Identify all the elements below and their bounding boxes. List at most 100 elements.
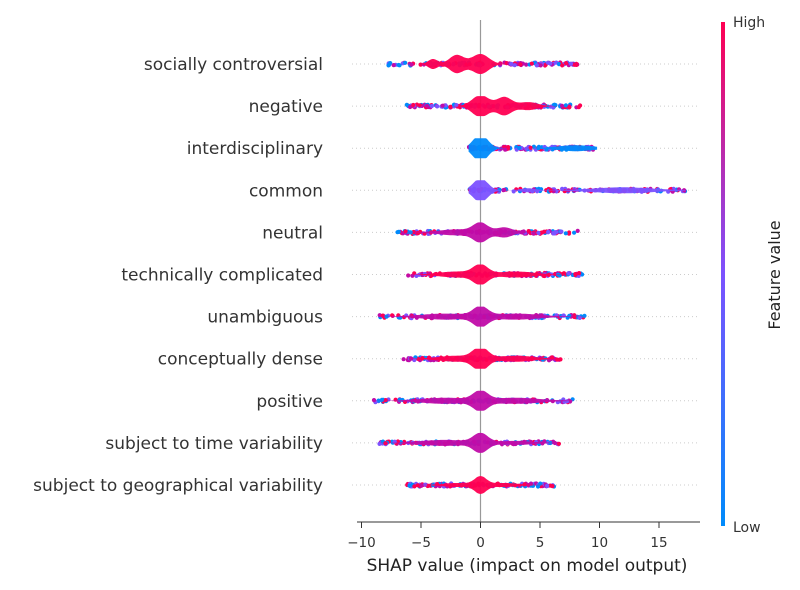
violin-shape [406, 476, 555, 494]
shap-point [371, 398, 377, 403]
shap-point [548, 483, 553, 488]
feature-row: negative [249, 96, 700, 117]
violin-shape [397, 222, 579, 243]
feature-label: conceptually dense [158, 350, 323, 370]
shap-point [560, 103, 565, 108]
shap-point [524, 62, 529, 67]
shap-point [379, 397, 384, 402]
shap-point [554, 230, 559, 235]
shap-point [383, 398, 388, 403]
shap-point [545, 483, 550, 488]
violin-shape [373, 390, 574, 411]
feature-label: common [249, 181, 323, 201]
shap-point [380, 313, 385, 318]
feature-row: subject to geographical variability [33, 476, 700, 496]
shap-point [548, 188, 553, 193]
shap-point [404, 102, 409, 107]
x-tick-label: −10 [347, 535, 376, 551]
violin-shape [387, 54, 579, 74]
feature-row: conceptually dense [158, 348, 700, 370]
shap-point [435, 104, 440, 109]
shap-point [506, 145, 511, 150]
shap-point [521, 229, 526, 234]
shap-point [417, 103, 422, 108]
shap-point [412, 484, 417, 489]
feature-rows: socially controversial negative interdisci… [33, 20, 700, 522]
shap-point [577, 315, 582, 320]
shap-point [509, 61, 514, 66]
shap-point [582, 313, 587, 318]
shap-point [401, 357, 406, 362]
violin-shape [406, 264, 583, 285]
shap-point [403, 60, 408, 65]
shap-point [407, 483, 412, 488]
shap-point [408, 230, 413, 235]
feature-row: subject to time variability [105, 432, 700, 454]
shap-point [383, 441, 388, 446]
shap-point [424, 103, 430, 108]
shap-point [418, 62, 423, 67]
violin-shape [468, 138, 598, 159]
shap-point [502, 187, 507, 192]
feature-label: negative [249, 97, 323, 117]
shap-point [568, 61, 574, 66]
violin-shape [403, 348, 562, 369]
shap-point [416, 231, 421, 236]
violin-shape [379, 432, 559, 453]
shap-point [534, 63, 539, 68]
shap-point [559, 229, 564, 234]
shap-point [517, 145, 522, 150]
shap-point [391, 63, 396, 68]
feature-row: socially controversial [144, 54, 700, 75]
feature-row: positive [256, 390, 700, 412]
colorbar: High Low Feature value [721, 15, 784, 536]
colorbar-gradient [721, 22, 725, 526]
feature-label: neutral [262, 223, 323, 243]
shap-point [531, 231, 536, 236]
shap-point [503, 147, 508, 152]
shap-point [414, 273, 419, 278]
feature-label: socially controversial [144, 55, 323, 75]
shap-point [575, 228, 580, 233]
x-tick-label: 5 [536, 535, 545, 551]
shap-point [564, 61, 569, 66]
shap-point [526, 229, 531, 234]
shap-point [448, 104, 453, 109]
shap-point [556, 441, 562, 446]
shap-point [572, 230, 577, 235]
shap-point [539, 230, 544, 235]
x-tick-label: 15 [650, 535, 667, 551]
feature-row: interdisciplinary [187, 138, 700, 159]
shap-point [499, 146, 504, 151]
feature-label: interdisciplinary [187, 139, 323, 159]
shap-point [429, 103, 434, 109]
feature-label: subject to time variability [105, 434, 323, 454]
shap-point [529, 61, 534, 66]
violin-shape [468, 180, 686, 201]
shap-point [565, 315, 570, 320]
shap-point [406, 273, 411, 278]
shap-point [397, 63, 402, 68]
shap-point [528, 145, 533, 150]
shap-point [573, 272, 578, 277]
feature-label: positive [256, 392, 323, 412]
shap-point [454, 103, 459, 108]
shap-point [558, 357, 563, 362]
shap-point [377, 441, 382, 446]
shap-point [556, 62, 562, 67]
colorbar-low-label: Low [733, 520, 761, 536]
shap-point [408, 104, 413, 110]
feature-row: neutral [262, 222, 700, 243]
shap-point [538, 481, 543, 486]
shap-point [388, 61, 393, 66]
shap-point [563, 103, 569, 108]
shap-point [376, 398, 381, 403]
shap-point [518, 62, 523, 67]
shap-point [440, 103, 445, 108]
shap-point [557, 273, 562, 278]
colorbar-high-label: High [733, 15, 765, 31]
x-tick-label: 10 [591, 535, 608, 551]
shap-point [546, 229, 551, 235]
x-tick-label: −5 [411, 535, 431, 551]
shap-point [577, 271, 582, 276]
